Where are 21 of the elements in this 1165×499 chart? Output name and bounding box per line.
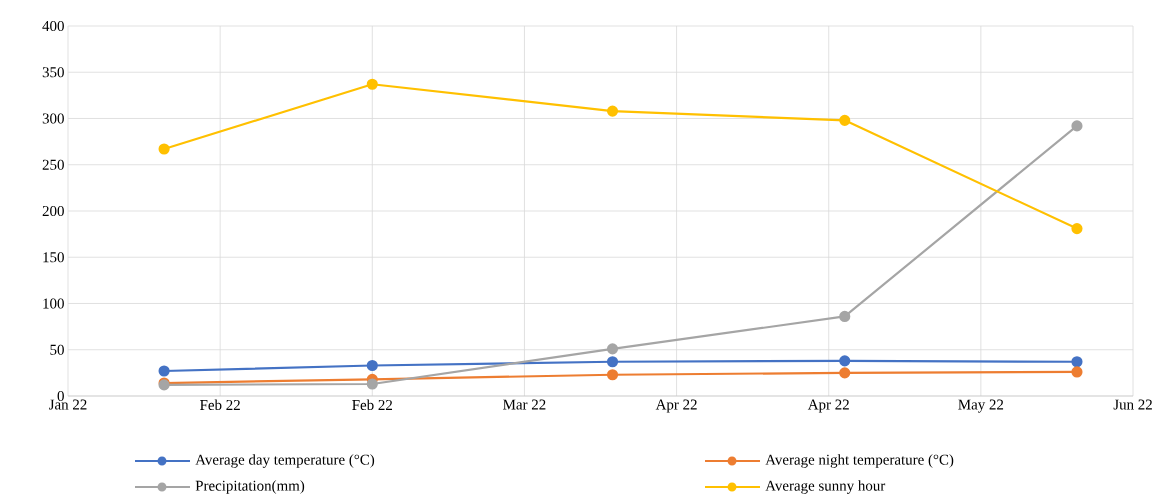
legend-label: Precipitation(mm): [195, 480, 305, 494]
x-tick-label: Jan 22: [49, 399, 87, 410]
x-tick-label: Feb 22: [352, 399, 393, 411]
y-tick-label: 400: [42, 20, 64, 32]
x-tick-label: Apr 22: [807, 399, 849, 413]
y-tick-label: 300: [42, 113, 64, 124]
y-tick-label: 250: [42, 159, 64, 170]
legend-label: Average night temperature (°C): [765, 454, 954, 468]
y-tick-label: 0: [57, 390, 64, 402]
y-tick-label: 350: [42, 67, 64, 78]
y-tick-label: 200: [42, 205, 64, 217]
x-tick-label: May 22: [958, 399, 1004, 413]
x-tick-label: Feb 22: [200, 399, 240, 411]
y-tick-label: 50: [50, 344, 64, 355]
x-tick-label: Mar 22: [503, 399, 546, 410]
x-tick-label: Apr 22: [655, 399, 697, 413]
x-tick-label: Jun 22: [1113, 399, 1152, 410]
y-tick-label: 100: [43, 298, 64, 309]
y-tick-label: 150: [43, 252, 64, 263]
legend-label: Average day temperature (°C): [195, 454, 375, 468]
legend-label: Average sunny hour: [765, 480, 886, 494]
